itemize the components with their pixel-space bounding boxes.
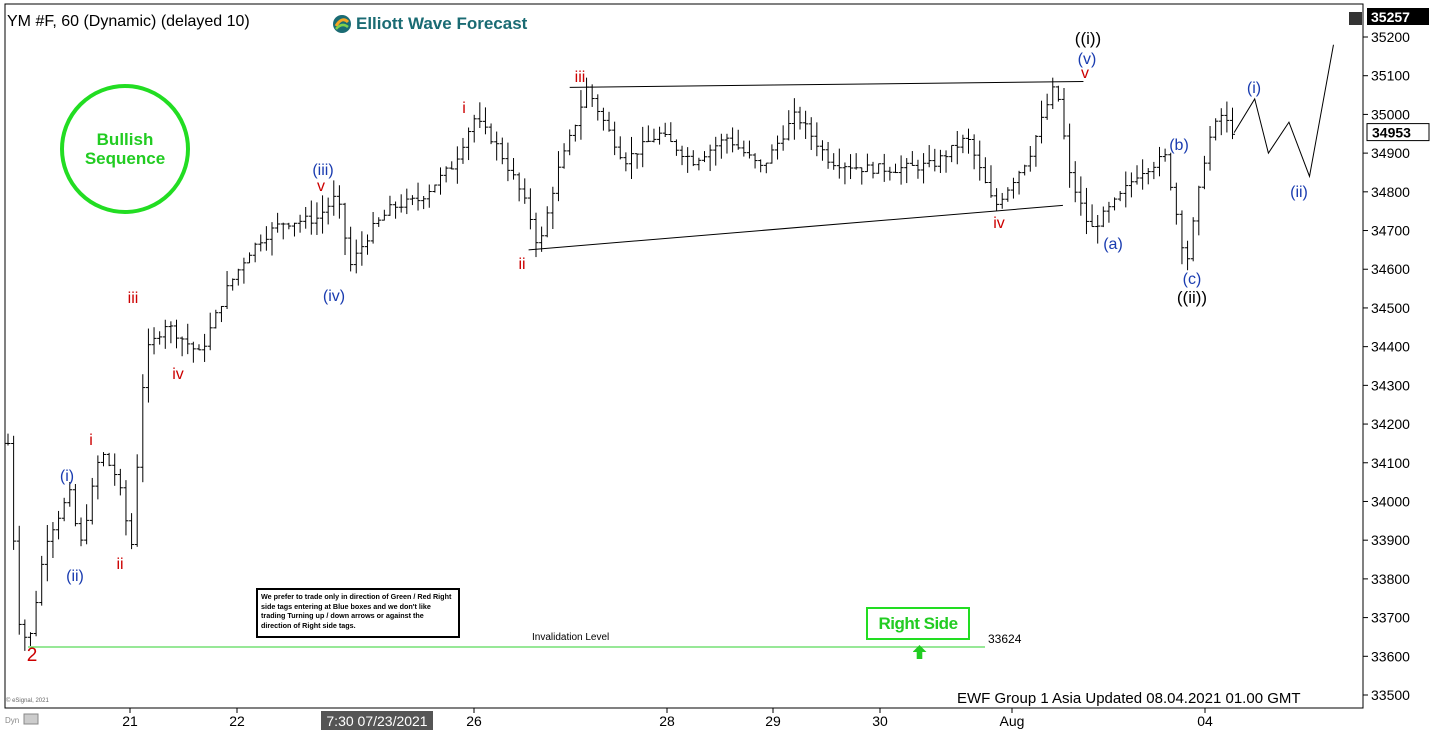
y-tick-label: 35200: [1371, 29, 1410, 45]
logo-icon: [333, 15, 351, 33]
y-tick-label: 34300: [1371, 377, 1410, 393]
y-tick-label: 33800: [1371, 571, 1410, 587]
wave-label: v: [1081, 65, 1089, 82]
wave-label: ((ii)): [1177, 288, 1207, 307]
last-price-label: 34953: [1372, 125, 1411, 141]
wave-label: (iv): [323, 288, 345, 305]
current-price-box: [1367, 8, 1429, 25]
triangle-lower-line: [528, 204, 1063, 251]
wave-label: ii: [518, 256, 525, 273]
wave-label: iii: [575, 69, 586, 86]
up-arrow-icon: [912, 645, 927, 659]
x-tick-label: 29: [765, 713, 781, 729]
wave-label: (a): [1103, 236, 1123, 253]
wave-label: (v): [1078, 51, 1097, 68]
invalidation-label: Invalidation Level: [532, 632, 610, 643]
cursor-time-box: [321, 711, 433, 730]
y-tick-label: 34900: [1371, 145, 1410, 161]
x-tick-label: 26: [466, 713, 482, 729]
x-tick-label: 04: [1197, 713, 1213, 729]
projection-line: [1233, 44, 1334, 179]
invalidation-price: 33624: [988, 632, 1022, 646]
wave-label: (iii): [312, 162, 333, 179]
wave-label: 2: [27, 645, 38, 666]
y-tick-label: 34000: [1371, 493, 1410, 509]
symbol-title: YM #F, 60 (Dynamic) (delayed 10): [7, 13, 250, 30]
y-tick-label: 35000: [1371, 106, 1410, 122]
x-tick-label: 21: [122, 713, 138, 729]
wave-label: (ii): [66, 568, 84, 585]
last-price-box: [1366, 123, 1430, 142]
scroll-handle: [23, 713, 39, 725]
dyn-label: Dyn: [5, 716, 19, 725]
triangle-upper-line: [569, 81, 1084, 88]
wave-label: iv: [993, 215, 1005, 232]
y-tick-label: 33700: [1371, 610, 1410, 626]
x-tick-label: 30: [872, 713, 888, 729]
x-tick-label: 28: [659, 713, 675, 729]
brand-name: Elliott Wave Forecast: [356, 14, 528, 33]
wave-label: (c): [1183, 271, 1202, 288]
wave-label: i: [462, 100, 466, 117]
wave-label: (ii): [1290, 184, 1308, 201]
y-tick-label: 34400: [1371, 339, 1410, 355]
wave-label: (i): [1247, 80, 1261, 97]
wave-label: i: [89, 432, 93, 449]
updated-timestamp: EWF Group 1 Asia Updated 08.04.2021 01.0…: [957, 690, 1301, 707]
y-tick-label: 34600: [1371, 261, 1410, 277]
wave-label: (b): [1169, 137, 1189, 154]
y-tick-label: 35100: [1371, 68, 1410, 84]
y-tick-label: 34800: [1371, 184, 1410, 200]
copyright-text: © eSignal, 2021: [6, 698, 49, 704]
y-tick-label: 33600: [1371, 648, 1410, 664]
bullish-sequence-badge: Bullish Sequence: [60, 84, 190, 214]
wave-label: (i): [60, 468, 74, 485]
expand-icon[interactable]: [1349, 12, 1362, 25]
wave-label: ((i)): [1075, 29, 1101, 48]
wave-labels: 2(i)(ii)iiiiiiiv(iii)v(iv)iiiiiiiv((i))(…: [27, 29, 1308, 666]
cursor-time-label: 7:30 07/23/2021: [326, 713, 427, 729]
bullish-sequence-label: Bullish Sequence: [84, 130, 166, 168]
wave-label: ii: [116, 556, 123, 573]
wave-label: v: [317, 178, 325, 195]
x-tick-label: Aug: [1000, 713, 1025, 729]
wave-label: iii: [128, 290, 139, 307]
brand-logo: Elliott Wave Forecast: [332, 14, 527, 34]
y-tick-label: 34100: [1371, 455, 1410, 471]
price-bars: [5, 77, 1236, 651]
right-side-tag: Right Side: [866, 607, 970, 659]
y-tick-label: 33500: [1371, 687, 1410, 703]
y-tick-label: 34200: [1371, 416, 1410, 432]
wave-label: iv: [172, 366, 184, 383]
y-tick-label: 34700: [1371, 223, 1410, 239]
trading-note: We prefer to trade only in direction of …: [256, 588, 460, 638]
y-tick-label: 33900: [1371, 532, 1410, 548]
price-axis: 33500 33600 33700 33800 33900 34000 34100 34200…: [1362, 4, 1430, 708]
y-tick-label: 34500: [1371, 300, 1410, 316]
time-axis: 21 22 26 28 29 30 Aug 04 7:30 07/23/2021 Dyn: [5, 707, 1363, 730]
current-price-label: 35257: [1371, 9, 1410, 25]
x-tick-label: 22: [229, 713, 245, 729]
right-side-label: Right Side: [878, 614, 958, 633]
